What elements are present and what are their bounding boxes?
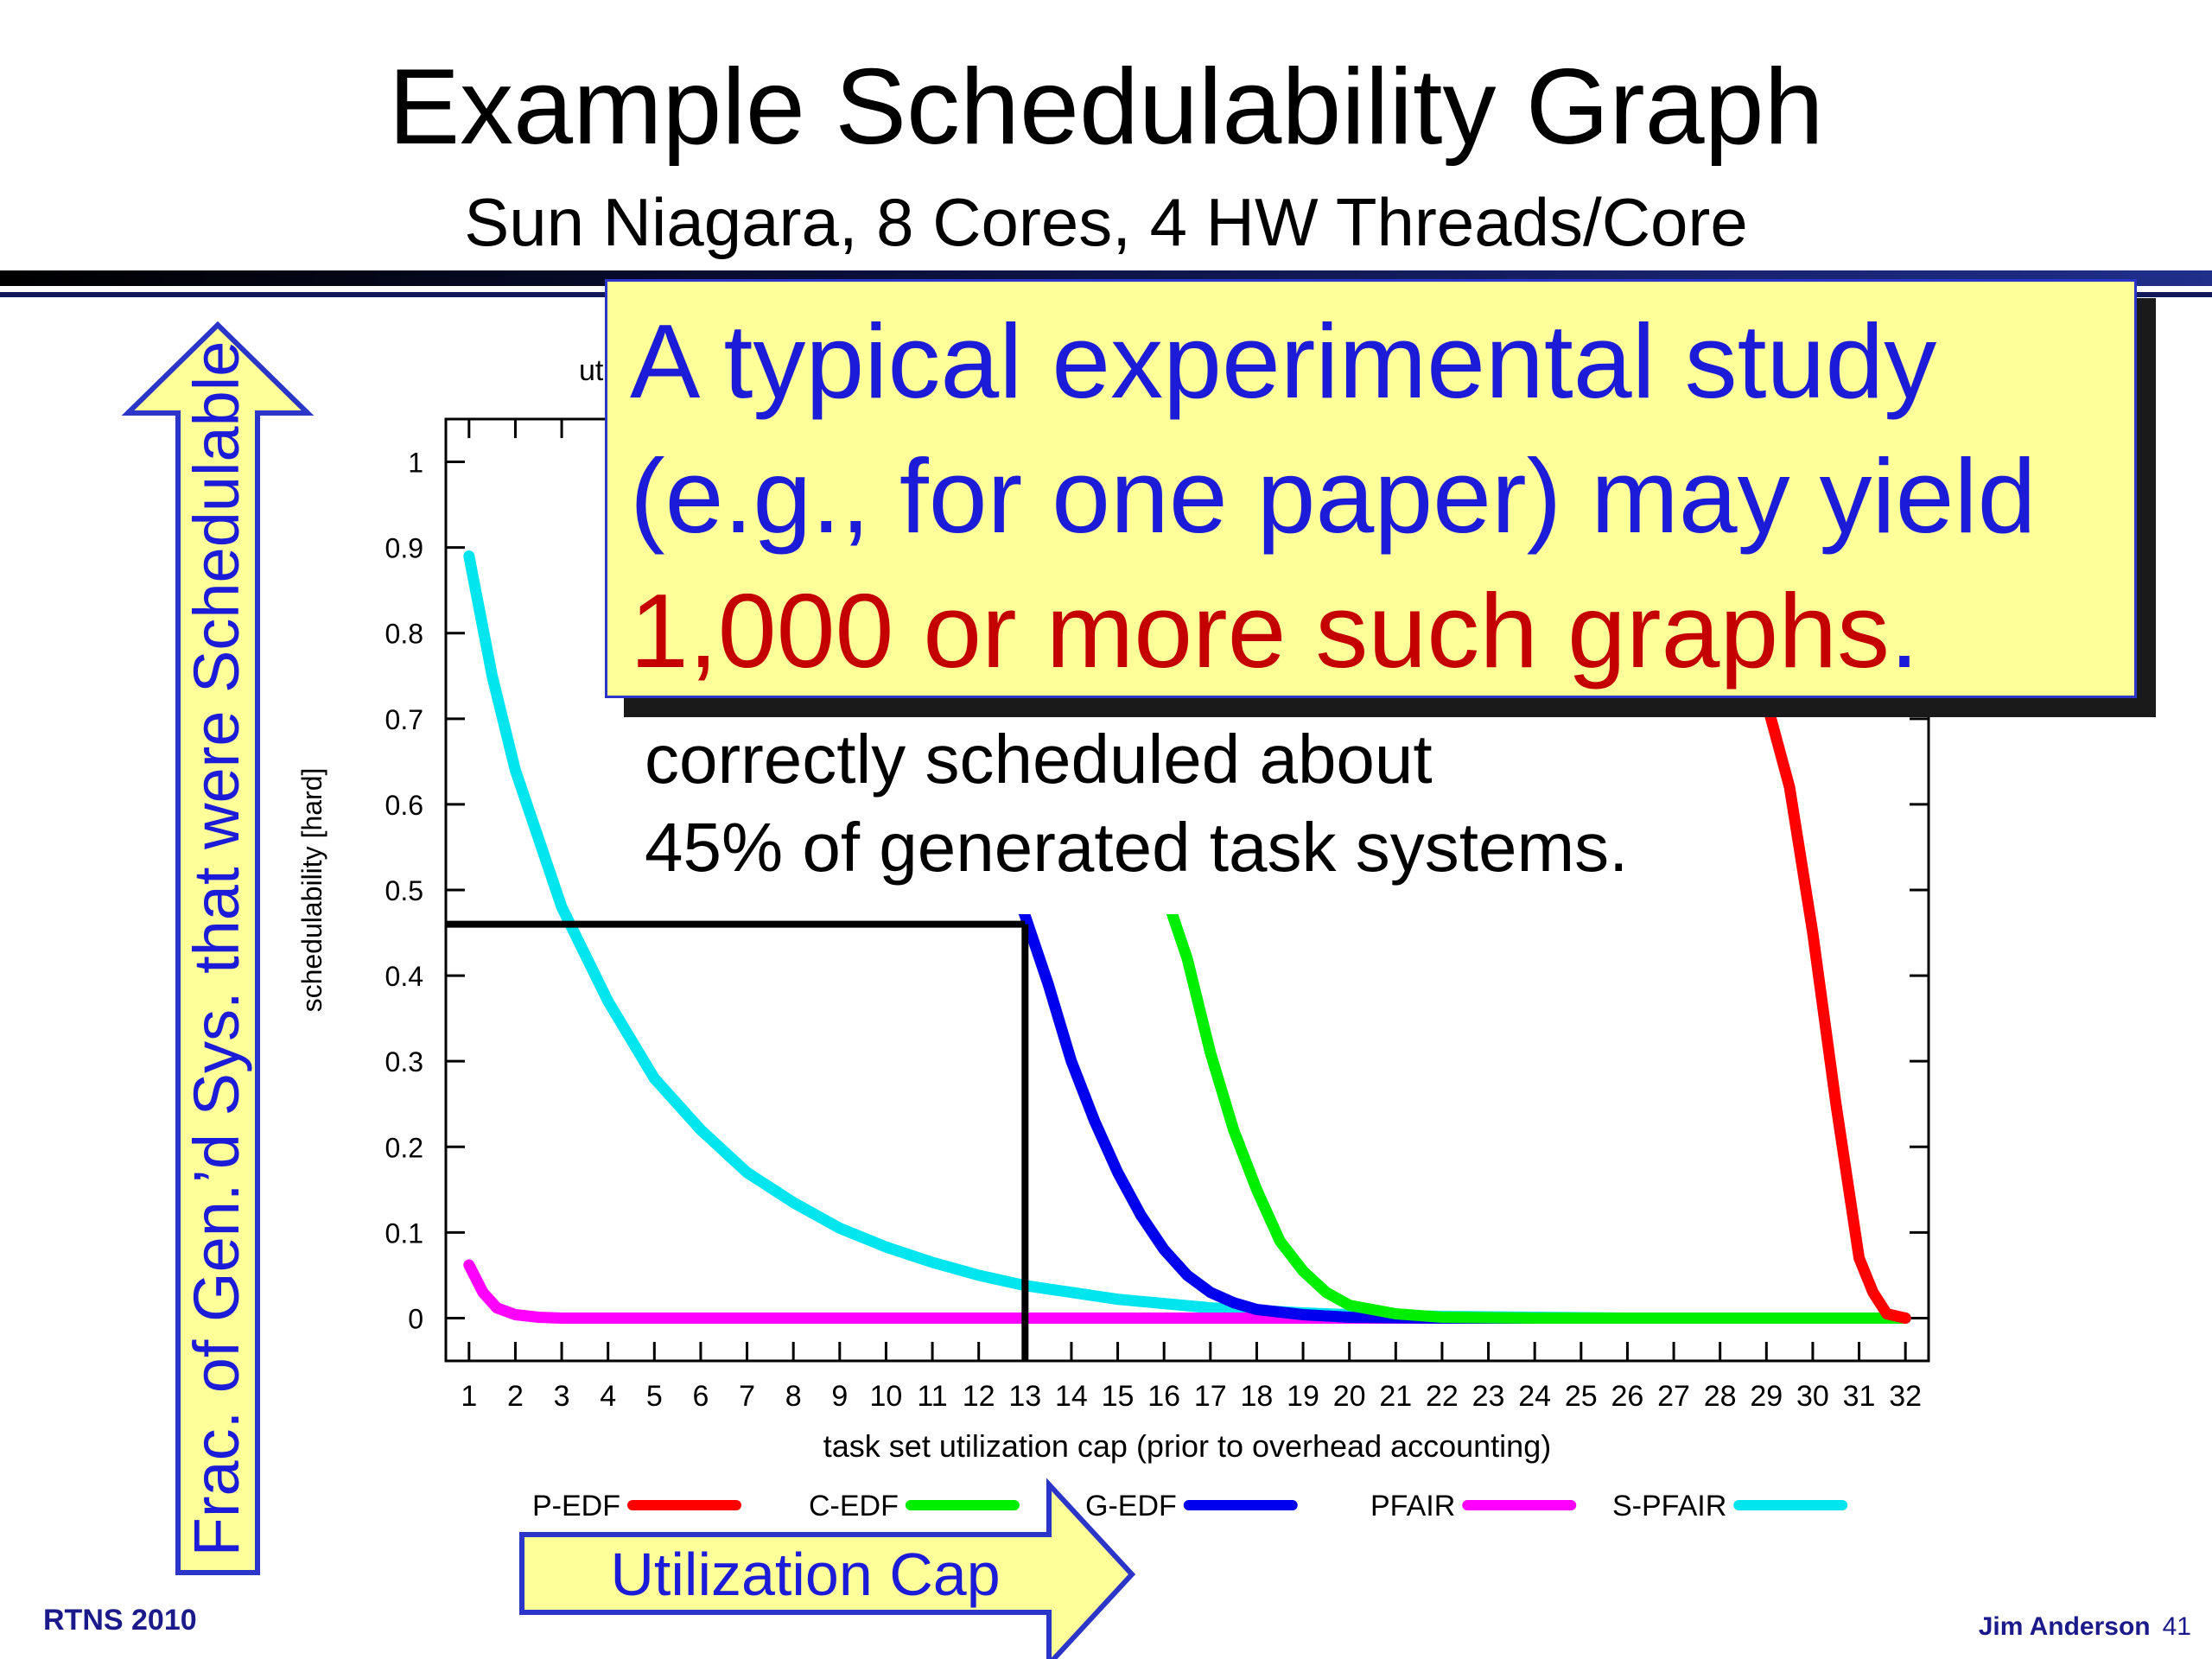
y-tick-label: 0.8 <box>385 619 423 650</box>
slide-title: Example Schedulability Graph <box>388 48 1824 167</box>
x-tick-label: 11 <box>917 1380 947 1413</box>
series-line-g-edf <box>1010 884 1911 1324</box>
x-tick-label: 18 <box>1241 1380 1274 1413</box>
x-tick-label: 6 <box>692 1380 709 1413</box>
x-tick-label: 13 <box>1008 1380 1041 1413</box>
legend-label: C-EDF <box>809 1490 899 1522</box>
x-tick-label: 7 <box>739 1380 755 1413</box>
y-tick-label: 0.9 <box>385 533 423 564</box>
x-tick-label: 30 <box>1796 1380 1829 1413</box>
footer-author: Jim Anderson <box>1978 1612 2151 1641</box>
annotation-line-1: correctly scheduled about <box>645 721 1433 798</box>
callout-box: A typical experimental study (e.g., for … <box>605 279 2137 698</box>
x-tick-label: 15 <box>1102 1380 1135 1413</box>
y-tick-label: 1 <box>408 448 423 479</box>
x-tick-label: 8 <box>785 1380 802 1413</box>
callout-line-2: (e.g., for one paper) may yield <box>630 437 2037 555</box>
annotation-box: correctly scheduled about 45% of generat… <box>624 698 1747 914</box>
x-tick-label: 32 <box>1889 1380 1922 1413</box>
x-tick-label: 5 <box>646 1380 663 1413</box>
x-tick-label: 2 <box>507 1380 524 1413</box>
horizontal-arrow: Utilization Cap <box>519 1478 1136 1659</box>
x-tick-label: 19 <box>1287 1380 1319 1413</box>
callout-line-1: A typical experimental study <box>630 302 1937 420</box>
horizontal-arrow-label: Utilization Cap <box>610 1541 1000 1608</box>
y-tick-label: 0.1 <box>385 1217 423 1249</box>
x-tick-label: 29 <box>1750 1380 1783 1413</box>
callout-highlight: 1,000 or more such graphs <box>630 572 1891 690</box>
page-number: 41 <box>2162 1612 2191 1641</box>
x-tick-label: 14 <box>1055 1380 1088 1413</box>
y-tick-label: 0.7 <box>385 704 423 735</box>
x-tick-label: 26 <box>1611 1380 1644 1413</box>
x-tick-label: 28 <box>1704 1380 1737 1413</box>
series-line-c-edf <box>1158 884 1911 1324</box>
up-arrow-shape <box>121 321 315 1575</box>
annotation-marker <box>446 920 1029 1361</box>
y-tick-label: 0.5 <box>385 875 423 906</box>
y-tick-label: 0.3 <box>385 1046 423 1077</box>
y-axis-label: schedulability [hard] <box>296 768 327 1013</box>
footer-conference: RTNS 2010 <box>43 1604 197 1637</box>
x-tick-label: 27 <box>1657 1380 1690 1413</box>
x-tick-label: 25 <box>1565 1380 1598 1413</box>
x-tick-label: 22 <box>1426 1380 1459 1413</box>
legend: P-EDF C-EDF G-EDF PFAIR S-PFAIR <box>532 1490 1848 1522</box>
x-tick-label: 31 <box>1843 1380 1876 1413</box>
x-axis-label: task set utilization cap (prior to overh… <box>823 1428 1551 1464</box>
y-tick-label: 0.6 <box>385 790 423 821</box>
footer-right: Jim Anderson 41 <box>1979 1612 2191 1642</box>
y-tick-label: 0.2 <box>385 1132 423 1163</box>
x-tick-label: 21 <box>1379 1380 1412 1413</box>
x-tick-label: 10 <box>870 1380 903 1413</box>
x-tick-label: 20 <box>1333 1380 1366 1413</box>
legend-label: G-EDF <box>1085 1490 1177 1522</box>
slide-subtitle: Sun Niagara, 8 Cores, 4 HW Threads/Core <box>464 184 1748 260</box>
y-tick-label: 0 <box>408 1303 423 1334</box>
x-tick-label: 23 <box>1472 1380 1505 1413</box>
x-tick-label: 16 <box>1147 1380 1180 1413</box>
series-line-p-edf <box>1760 696 1911 1324</box>
y-tick-label: 0.4 <box>385 961 423 992</box>
annotation-line-2: 45% of generated task systems. <box>645 809 1629 886</box>
legend-label: S-PFAIR <box>1612 1490 1726 1522</box>
vertical-arrow: Frac. of Gen.’d Sys. that were Schedulab… <box>121 321 315 1575</box>
plot-title-fragment: ut <box>579 354 604 387</box>
x-tick-label: 17 <box>1194 1380 1227 1413</box>
plot-area: ut 1 2 3 4 5 6 7 8 9 10 11 12 13 14 15 16 17 18 19 20 21 22 23… <box>296 354 1930 1522</box>
x-tick-label: 12 <box>963 1380 995 1413</box>
callout-line-3: 1,000 or more such graphs. <box>630 563 2134 698</box>
x-tick-label: 9 <box>831 1380 848 1413</box>
axis-ticks: 1 2 3 4 5 6 7 8 9 10 11 12 13 14 15 16 17 18 19 20 21 22 23 24 2… <box>385 419 1929 1413</box>
vertical-arrow-label: Frac. of Gen.’d Sys. that were Schedulab… <box>181 341 252 1557</box>
right-arrow-shape <box>519 1478 1136 1659</box>
x-tick-label: 4 <box>600 1380 616 1413</box>
callout-period: . <box>1890 572 1919 690</box>
x-tick-label: 24 <box>1518 1380 1551 1413</box>
legend-label: P-EDF <box>532 1490 620 1522</box>
legend-label: PFAIR <box>1370 1490 1455 1522</box>
x-tick-label: 1 <box>461 1380 477 1413</box>
x-tick-label: 3 <box>554 1380 570 1413</box>
